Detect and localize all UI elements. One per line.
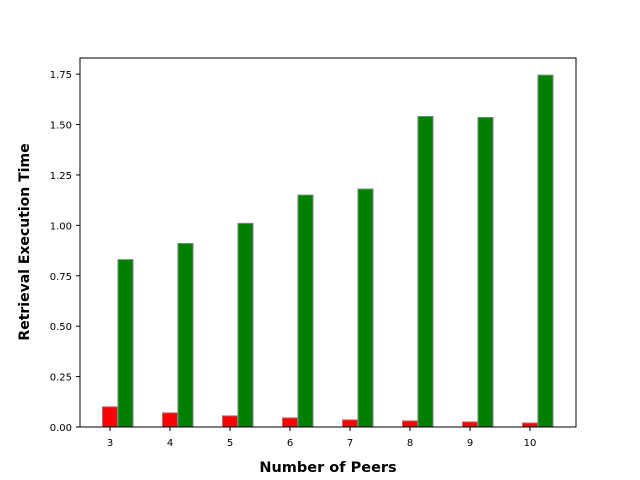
- x-tick-label-4: 4: [167, 438, 173, 449]
- y-tick-label-1.50: 1.50: [50, 121, 72, 132]
- bar-series-1-10: [522, 422, 538, 428]
- bar-series-2-6: [297, 194, 314, 428]
- bar-series-1-7: [342, 419, 358, 428]
- y-tick-label-1.00: 1.00: [50, 221, 72, 232]
- y-tick-label-1.75: 1.75: [50, 70, 72, 81]
- y-tick-label-0.00: 0.00: [50, 423, 72, 434]
- x-tick-label-6: 6: [287, 438, 293, 449]
- bar-series-2-10: [537, 74, 554, 428]
- plot-frame: [79, 57, 577, 428]
- y-tick-label-0.50: 0.50: [50, 322, 72, 333]
- y-tick-label-0.75: 0.75: [50, 272, 72, 283]
- bar-series-1-8: [402, 420, 418, 428]
- bar-series-1-3: [102, 406, 118, 428]
- x-tick-label-10: 10: [524, 438, 537, 449]
- y-axis: 0.00 0.25 0.50 0.75 1.00 1.25 1.50 1.75: [50, 70, 80, 434]
- bar-series-2-3: [117, 259, 134, 428]
- bar-series-1-9: [462, 421, 478, 428]
- bar-series-1-4: [162, 412, 178, 428]
- bar-series-1-6: [282, 417, 298, 428]
- y-tick-label-0.25: 0.25: [50, 373, 72, 384]
- bar-series-2-4: [177, 243, 194, 428]
- x-tick-label-7: 7: [347, 438, 353, 449]
- y-tick-label-1.25: 1.25: [50, 171, 72, 182]
- y-axis-title: Retrieval Execution Time: [17, 143, 33, 340]
- x-tick-label-3: 3: [107, 438, 113, 449]
- x-tick-label-8: 8: [407, 438, 413, 449]
- bar-series-2-7: [357, 188, 374, 428]
- bar-series-2-5: [237, 222, 254, 428]
- x-tick-label-5: 5: [227, 438, 233, 449]
- x-axis-title: Number of Peers: [259, 460, 396, 476]
- bars-group: [102, 74, 554, 428]
- x-tick-label-9: 9: [467, 438, 473, 449]
- bar-series-1-5: [222, 415, 238, 428]
- bar-series-2-8: [417, 115, 434, 428]
- bar-series-2-9: [477, 116, 494, 428]
- x-axis: 3 4 5 6 7 8 9 10: [107, 427, 537, 449]
